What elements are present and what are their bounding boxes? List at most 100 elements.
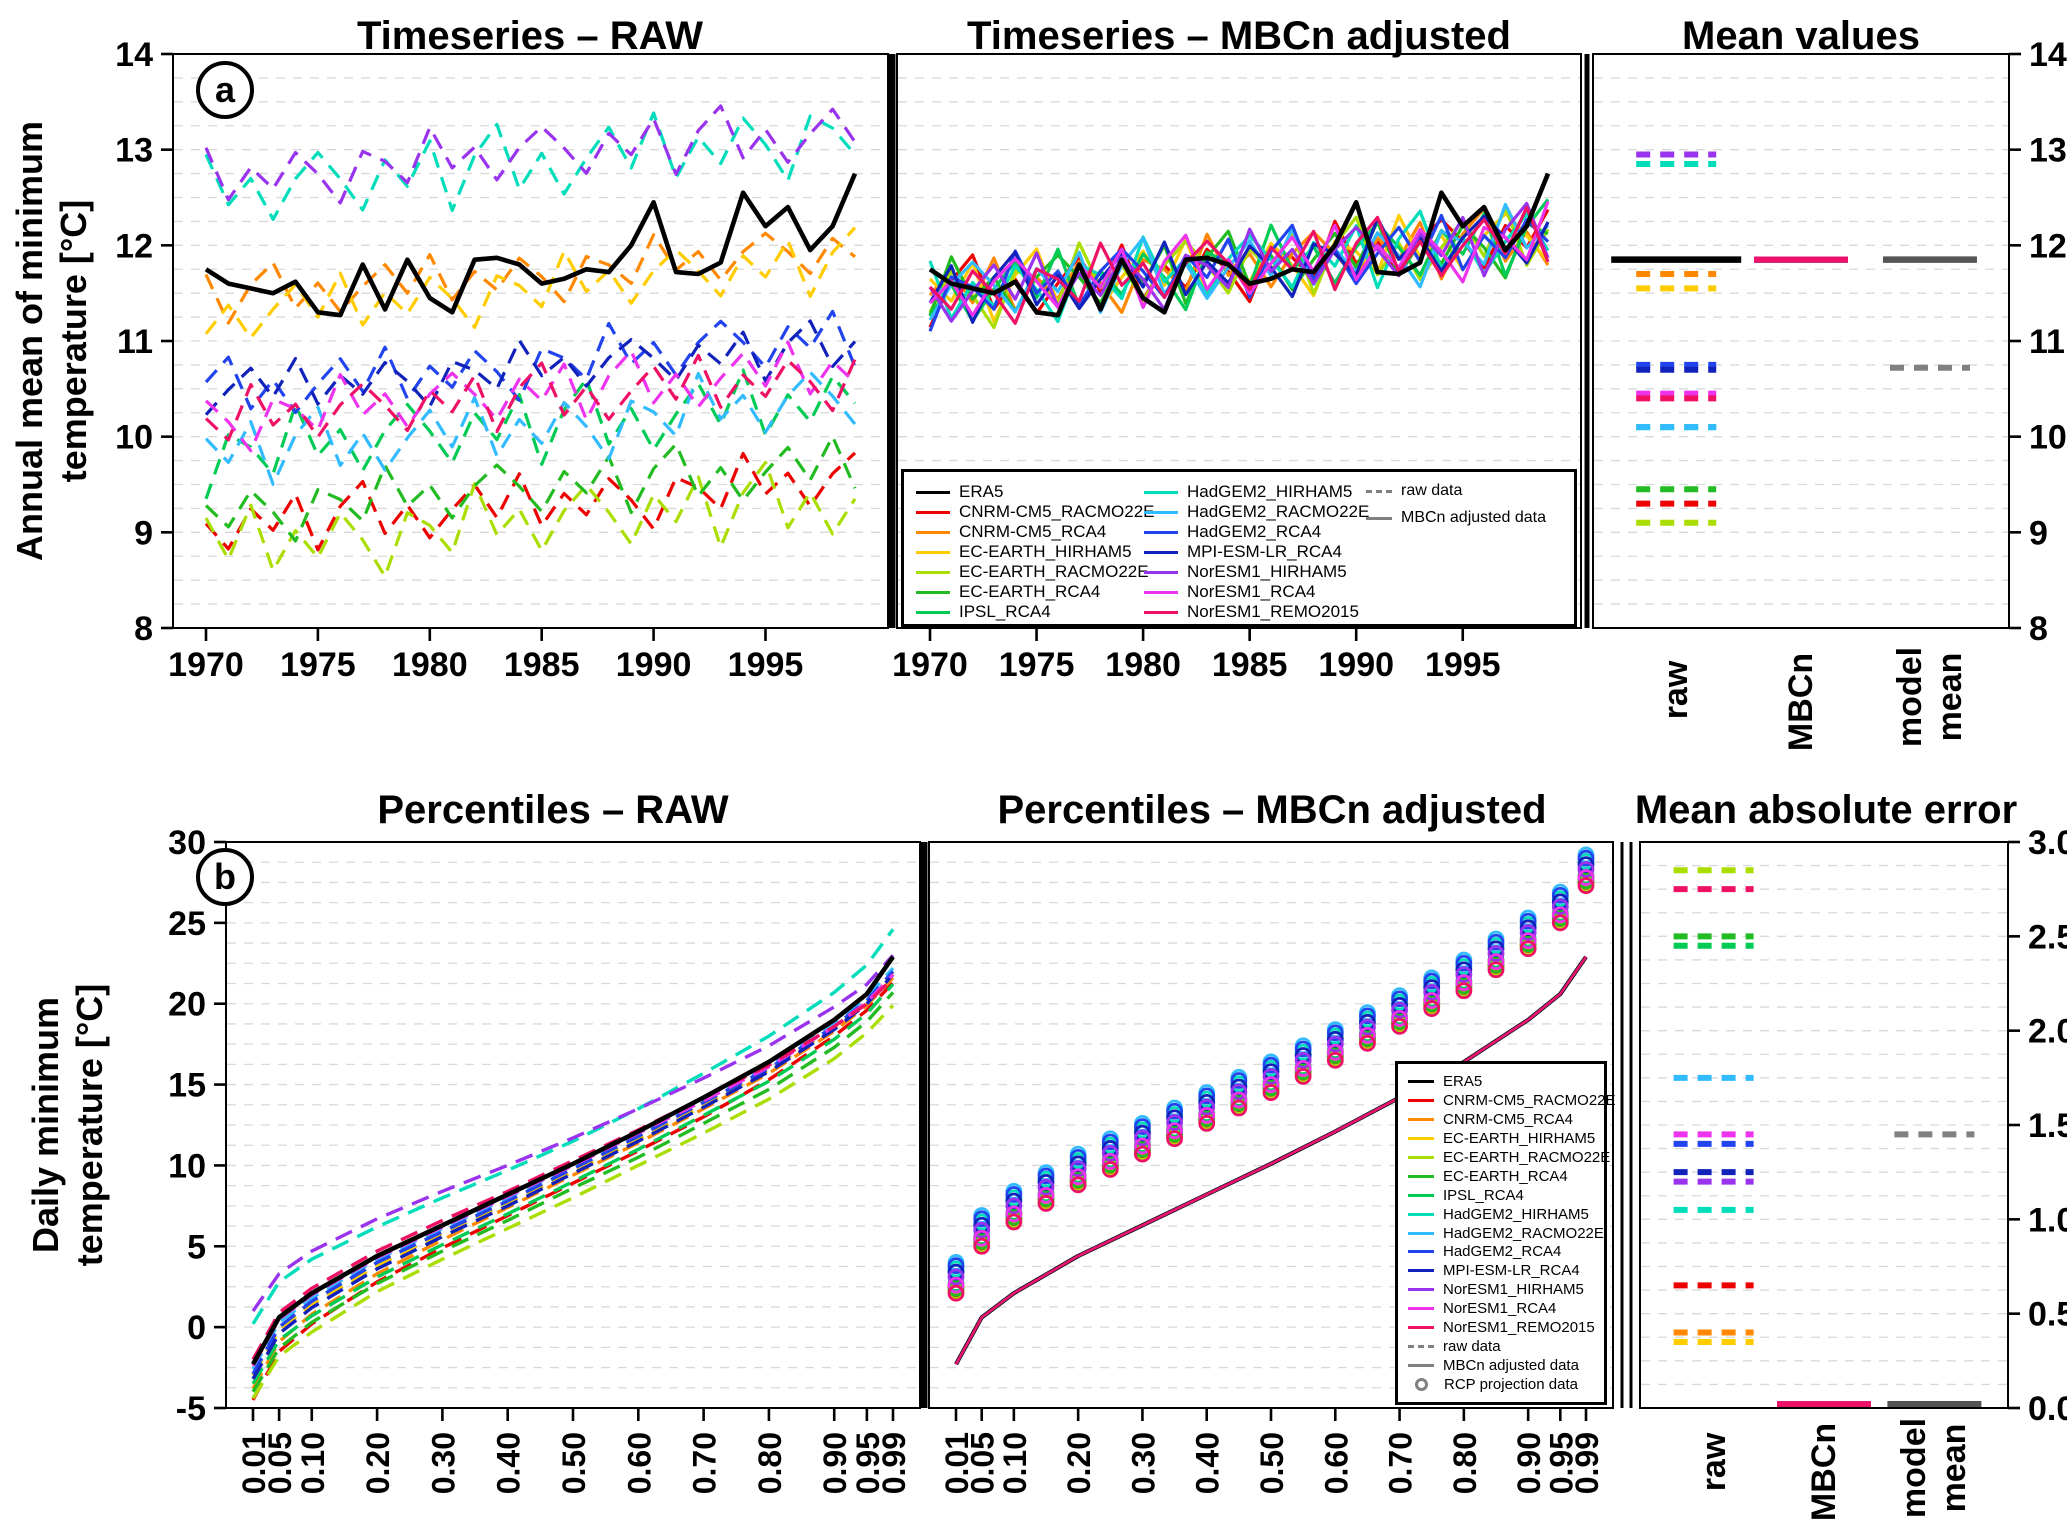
- projection-circle: [1134, 1129, 1151, 1147]
- projection-circle: [1294, 1051, 1312, 1069]
- projection-circle: [1069, 1148, 1087, 1166]
- legend-label: EC-EARTH_RCA4: [959, 582, 1101, 601]
- x-tick-label: 1985: [504, 646, 580, 684]
- legend-label: MPI-ESM-LR_RCA4: [1443, 1262, 1580, 1280]
- projection-circle: [1326, 1043, 1344, 1061]
- raw-percentile: [251, 1004, 895, 1400]
- raw-percentile: [251, 991, 895, 1393]
- x-tick-label: 1975: [280, 646, 356, 684]
- y-tick-label: 12: [115, 227, 153, 265]
- y-tick-label-right: 9: [2029, 514, 2048, 552]
- legend-line-sample: [1408, 1098, 1434, 1102]
- projection-circle: [947, 1276, 965, 1294]
- legend-item: NorESM1_HIRHAM5: [1408, 1281, 1594, 1298]
- x-tick-label: 0.01: [236, 1432, 272, 1494]
- raw-percentile: [251, 970, 895, 1375]
- x-tick-label: 0.95: [850, 1432, 886, 1494]
- projection-circle: [1166, 1114, 1183, 1131]
- legend-line-sample: [1408, 1250, 1434, 1254]
- x-tick-label: 1975: [999, 646, 1075, 684]
- legend-label: HadGEM2_HIRHAM5: [1443, 1205, 1589, 1223]
- legend-line-sample: [1408, 1212, 1434, 1216]
- projection-circle: [1005, 1213, 1023, 1231]
- projection-circle: [1577, 849, 1595, 867]
- legend-item: MPI-ESM-LR_RCA4: [1408, 1262, 1594, 1279]
- legend-line-sample: [1408, 1117, 1434, 1121]
- legend-line-sample: [1144, 550, 1178, 554]
- col-label-mbcn-a: MBCn: [1782, 652, 1820, 752]
- x-tick-label: 0.40: [491, 1432, 527, 1494]
- legend-item: MBCn adjusted data: [1366, 509, 1546, 527]
- raw-percentile: [251, 983, 895, 1385]
- legend-item: HadGEM2_RCA4: [1408, 1243, 1594, 1260]
- x-tick-label: 1970: [892, 646, 968, 684]
- projection-circle: [1391, 990, 1408, 1008]
- raw-series: [204, 111, 857, 221]
- legend-item: EC-EARTH_RCA4: [916, 582, 1155, 602]
- legend-item: NorESM1_REMO2015: [1408, 1319, 1595, 1336]
- legend-line-sample: [1408, 1231, 1434, 1235]
- projection-circle: [1134, 1137, 1151, 1155]
- legend-item: EC-EARTH_RACMO22E: [916, 562, 1155, 582]
- y-tick-label: 15: [168, 1067, 206, 1105]
- col-label-raw-b: raw: [1695, 1432, 1733, 1492]
- legend-column: HadGEM2_HIRHAM5 HadGEM2_RACMO22E HadGEM2_R…: [1144, 482, 1370, 621]
- legend-item: HadGEM2_HIRHAM5: [1408, 1206, 1594, 1223]
- legend-label: HadGEM2_RCA4: [1187, 522, 1322, 541]
- projection-circle: [1198, 1106, 1216, 1124]
- panel-a-badge: a: [196, 61, 254, 119]
- y-tick-label-right: 2.0: [2028, 1013, 2067, 1051]
- x-tick-label: 0.10: [295, 1432, 331, 1494]
- projection-circle: [1577, 877, 1595, 895]
- projection-circle: [1359, 1026, 1376, 1044]
- projection-circle: [1005, 1186, 1023, 1203]
- y-tick-label-right: 2.5: [2028, 918, 2067, 956]
- projection-circle: [1577, 869, 1595, 886]
- y-tick-label: 13: [115, 132, 153, 170]
- legend-item: CNRM-CM5_RCA4: [916, 522, 1155, 542]
- legend-label: ERA5: [1443, 1073, 1483, 1090]
- projection-circle: [947, 1257, 965, 1275]
- legend-item: MBCn adjusted data: [1408, 1357, 1594, 1374]
- legend-item: ERA5: [916, 482, 1155, 502]
- legend-label: NorESM1_HIRHAM5: [1187, 562, 1347, 581]
- y-tick-label-right: 10: [2029, 419, 2067, 457]
- legend-line-sample: [1144, 530, 1178, 534]
- y-tick-label-right: 12: [2029, 227, 2067, 265]
- raw-series: [204, 231, 857, 325]
- projection-circle: [1519, 912, 1537, 930]
- legend-line-sample: [1366, 516, 1392, 520]
- raw-series: [204, 319, 857, 416]
- x-tick-label: 1985: [1212, 646, 1288, 684]
- x-tick-label: 1990: [1318, 646, 1394, 684]
- projection-circle: [1519, 940, 1537, 958]
- legend-label: HadGEM2_RACMO22E: [1187, 502, 1370, 521]
- projection-circle: [1423, 972, 1441, 990]
- projection-circle: [1391, 1001, 1408, 1019]
- projection-circle: [1519, 932, 1537, 950]
- y-tick-label: 11: [117, 323, 153, 361]
- x-tick-label: 1980: [392, 646, 468, 684]
- legend-column: raw data MBCn adjusted data: [1366, 482, 1546, 527]
- legend-item: HadGEM2_RCA4: [1144, 522, 1369, 542]
- raw-percentile: [251, 928, 895, 1325]
- legend-line-sample: [1408, 1326, 1434, 1330]
- raw-series: [204, 226, 857, 340]
- legend-line-sample: [1408, 1155, 1434, 1159]
- projection-circle: [1294, 1040, 1312, 1058]
- projection-circle: [1326, 1051, 1344, 1069]
- legend-label: HadGEM2_RACMO22E: [1443, 1224, 1604, 1242]
- projection-circle: [1262, 1084, 1280, 1102]
- projection-circle: [1037, 1186, 1055, 1204]
- projection-circle: [1359, 1034, 1376, 1052]
- legend-label: EC-EARTH_HIRHAM5: [1443, 1129, 1596, 1147]
- legend-label: CNRM-CM5_RCA4: [959, 522, 1107, 541]
- projection-circle: [1455, 982, 1473, 1000]
- x-tick-label: 0.20: [360, 1432, 396, 1494]
- projection-circle: [1487, 933, 1505, 951]
- y-axis-label-a: Annual mean of minimum temperature [°C]: [9, 120, 94, 562]
- legend-item: EC-EARTH_RCA4: [1408, 1168, 1594, 1185]
- col-label-raw-a: raw: [1657, 660, 1695, 720]
- projection-circle: [1005, 1205, 1023, 1223]
